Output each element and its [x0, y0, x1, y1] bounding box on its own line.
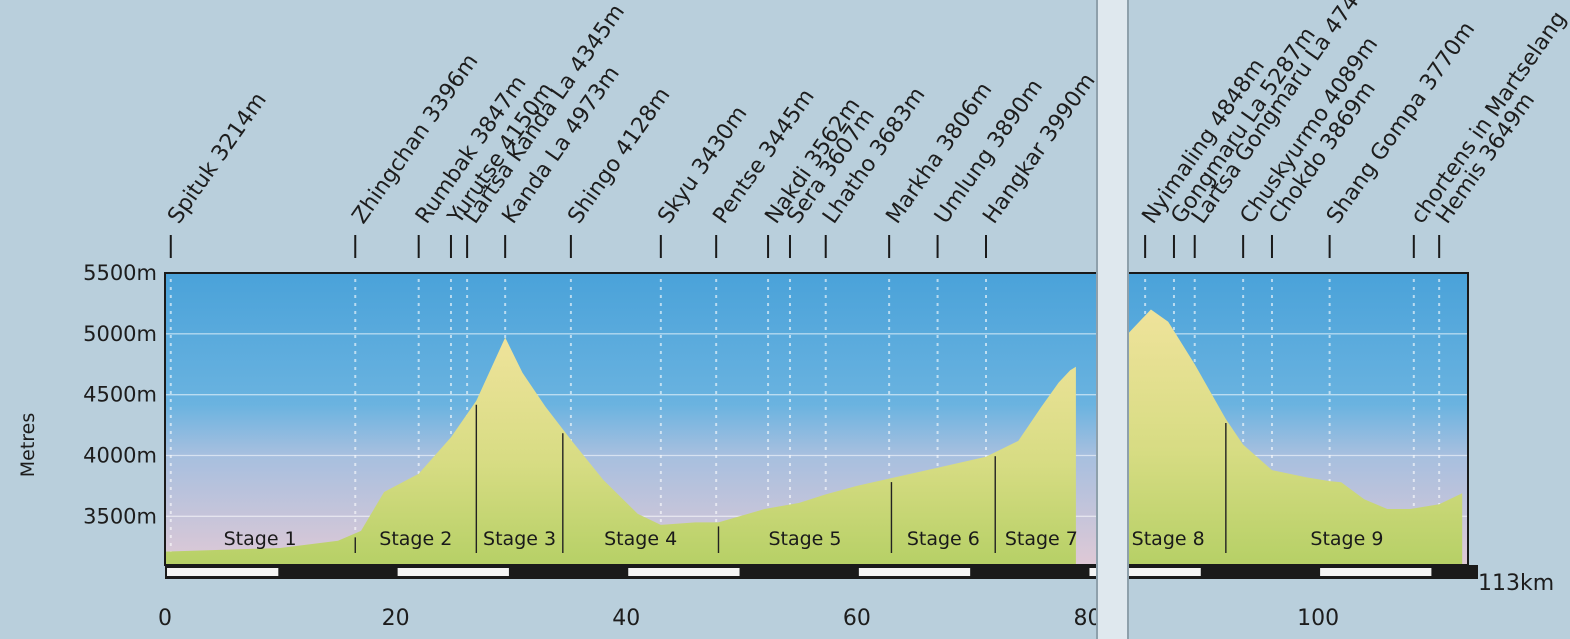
x-tick-label: 20 — [382, 606, 410, 631]
scale-bar-segment — [1320, 568, 1432, 576]
scale-bar-segment — [397, 568, 509, 576]
scale-bar-segment — [1089, 568, 1201, 576]
scale-bar-segment — [628, 568, 740, 576]
scale-bar-segment — [167, 568, 279, 576]
stage-label: Stage 8 — [1132, 528, 1205, 550]
terrain-area-part1 — [165, 337, 1076, 565]
distance-scale-bar — [165, 565, 1478, 579]
binding-gap — [1097, 0, 1128, 639]
stage-label: Stage 5 — [768, 528, 841, 550]
terrain-area-part2 — [1104, 309, 1463, 565]
stage-label: Stage 4 — [604, 528, 677, 550]
y-tick-label: 4500m — [83, 383, 157, 407]
y-tick-label: 3500m — [83, 504, 157, 528]
book-binding-gap — [1096, 0, 1129, 639]
y-axis-ticks: 5500m 5000m 4500m 4000m 3500m — [83, 261, 157, 528]
stage-label: Stage 3 — [483, 528, 556, 550]
place-label: Spituk 3214m — [163, 88, 272, 228]
place-label: chortens in Martselang — [1406, 7, 1570, 228]
stage-label: Stage 7 — [1005, 528, 1078, 550]
terrain-profile — [165, 309, 1463, 565]
place-markers — [169, 235, 1441, 258]
scale-bar-base — [165, 565, 1478, 579]
x-tick-label: 60 — [843, 606, 871, 631]
y-axis-title: Metres — [17, 413, 39, 478]
y-tick-label: 5500m — [83, 261, 157, 285]
x-tick-label: 113km — [1478, 571, 1554, 596]
x-tick-label: 0 — [158, 606, 172, 631]
x-tick-label: 40 — [612, 606, 640, 631]
stage-label: Stage 9 — [1310, 528, 1383, 550]
stage-label: Stage 2 — [379, 528, 452, 550]
stage-label: Stage 1 — [224, 528, 297, 550]
scale-bar-segment — [858, 568, 971, 576]
stage-labels: Stage 1 Stage 2 Stage 3 Stage 4 Stage 5 Stage… — [224, 528, 1384, 550]
x-tick-label: 100 — [1297, 606, 1339, 631]
stage-label: Stage 6 — [907, 528, 980, 550]
y-tick-label: 4000m — [83, 444, 157, 468]
y-tick-label: 5000m — [83, 322, 157, 346]
